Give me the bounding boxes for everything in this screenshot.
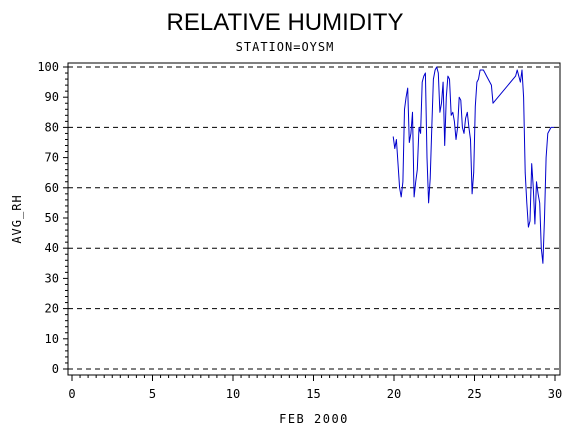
y-tick-label: 50: [45, 211, 59, 225]
x-axis-ticks: 0 5 10 15 20 25 30: [68, 375, 562, 401]
x-axis-label: FEB 2000: [279, 412, 349, 426]
x-tick-label: 25: [467, 387, 481, 401]
y-tick-label: 80: [45, 120, 59, 134]
gridlines: [68, 66, 560, 370]
y-tick-label: 70: [45, 151, 59, 165]
y-tick-label: 30: [45, 271, 59, 285]
y-tick-label: 10: [45, 332, 59, 346]
y-tick-label: 0: [52, 362, 59, 376]
x-tick-label: 20: [387, 387, 401, 401]
data-series: [392, 66, 555, 264]
x-tick-label: 15: [306, 387, 320, 401]
y-axis-ticks: 0 10 20 30 40 50 60 70 80 90 100: [37, 60, 68, 376]
series-line-0: [392, 66, 555, 264]
y-tick-label: 40: [45, 241, 59, 255]
plot-frame: [67, 62, 561, 376]
y-tick-label: 90: [45, 90, 59, 104]
chart-subtitle: STATION=OYSM: [236, 40, 335, 54]
y-tick-label: 100: [37, 60, 59, 74]
y-tick-label: 60: [45, 181, 59, 195]
x-tick-label: 10: [226, 387, 240, 401]
y-axis-label: AVG_RH: [10, 194, 24, 243]
chart-title: RELATIVE HUMIDITY: [167, 9, 404, 36]
x-tick-label: 30: [548, 387, 562, 401]
x-tick-label: 0: [68, 387, 75, 401]
x-tick-label: 5: [149, 387, 156, 401]
y-tick-label: 20: [45, 302, 59, 316]
